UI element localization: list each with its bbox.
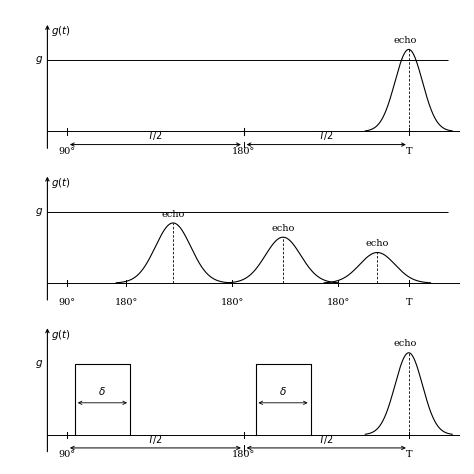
Text: $g$: $g$ xyxy=(35,206,44,218)
Text: $T/2$: $T/2$ xyxy=(318,129,334,142)
Text: $T/2$: $T/2$ xyxy=(318,433,334,446)
Text: 180°: 180° xyxy=(232,146,255,155)
Text: echo: echo xyxy=(271,224,295,233)
Text: T: T xyxy=(405,146,412,155)
Text: echo: echo xyxy=(393,339,417,348)
Text: $\delta$: $\delta$ xyxy=(279,385,287,397)
Text: $T/2$: $T/2$ xyxy=(147,129,164,142)
Text: T: T xyxy=(405,450,412,459)
Text: 180°: 180° xyxy=(232,450,255,459)
Text: $g(t)$: $g(t)$ xyxy=(51,328,71,342)
Text: 90°: 90° xyxy=(58,146,75,155)
Text: $g$: $g$ xyxy=(35,358,44,370)
Text: echo: echo xyxy=(365,239,389,248)
Text: $g(t)$: $g(t)$ xyxy=(51,24,71,38)
Text: 180°: 180° xyxy=(220,298,244,307)
Text: $g(t)$: $g(t)$ xyxy=(51,176,71,190)
Text: 90°: 90° xyxy=(58,450,75,459)
Text: 180°: 180° xyxy=(114,298,137,307)
Text: 180°: 180° xyxy=(327,298,350,307)
Text: 90°: 90° xyxy=(58,298,75,307)
Text: $\delta$: $\delta$ xyxy=(99,385,106,397)
Text: $g$: $g$ xyxy=(35,55,44,66)
Text: echo: echo xyxy=(161,210,185,219)
Text: echo: echo xyxy=(393,36,417,45)
Text: T: T xyxy=(405,298,412,307)
Text: $T/2$: $T/2$ xyxy=(147,433,164,446)
